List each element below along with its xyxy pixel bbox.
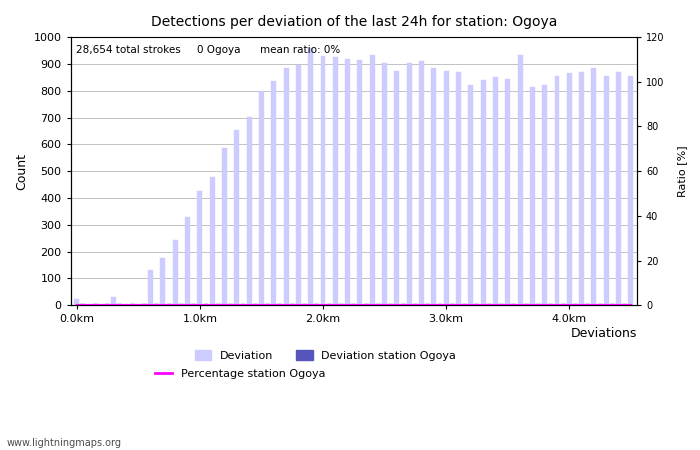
Bar: [382, 63, 387, 305]
Legend: Percentage station Ogoya: Percentage station Ogoya: [151, 364, 330, 383]
Bar: [210, 176, 215, 305]
Text: 28,654 total strokes     0 Ogoya      mean ratio: 0%: 28,654 total strokes 0 Ogoya mean ratio:…: [76, 45, 340, 55]
Bar: [345, 58, 350, 305]
Bar: [524, 304, 528, 305]
Bar: [499, 304, 504, 305]
Bar: [413, 304, 418, 305]
Bar: [173, 239, 178, 305]
Bar: [185, 217, 190, 305]
Bar: [585, 304, 590, 305]
Bar: [111, 297, 116, 305]
Bar: [548, 304, 553, 305]
Bar: [481, 80, 486, 305]
Bar: [629, 76, 634, 305]
Bar: [284, 68, 288, 305]
Bar: [277, 304, 282, 305]
Bar: [512, 304, 517, 305]
Bar: [444, 71, 449, 305]
Bar: [554, 76, 559, 305]
Y-axis label: Count: Count: [15, 153, 28, 190]
Bar: [493, 77, 498, 305]
Bar: [604, 76, 609, 305]
Bar: [351, 304, 356, 305]
Bar: [407, 63, 412, 305]
Bar: [265, 304, 270, 305]
Bar: [327, 304, 332, 305]
Bar: [80, 304, 85, 305]
Bar: [536, 304, 541, 305]
Bar: [579, 72, 584, 305]
Bar: [222, 148, 227, 305]
Bar: [376, 304, 381, 305]
Title: Detections per deviation of the last 24h for station: Ogoya: Detections per deviation of the last 24h…: [150, 15, 557, 29]
Bar: [400, 304, 405, 305]
Bar: [364, 304, 369, 305]
Bar: [197, 191, 202, 305]
Bar: [105, 304, 110, 305]
Bar: [542, 86, 547, 305]
Bar: [136, 304, 141, 305]
Bar: [561, 304, 566, 305]
Bar: [321, 56, 326, 305]
Bar: [610, 304, 615, 305]
Bar: [419, 61, 424, 305]
Bar: [462, 304, 467, 305]
Bar: [431, 68, 436, 305]
Bar: [259, 91, 264, 305]
Bar: [241, 304, 246, 305]
Bar: [486, 304, 491, 305]
Bar: [160, 258, 165, 305]
Bar: [167, 304, 172, 305]
Bar: [74, 298, 79, 305]
Bar: [394, 71, 400, 305]
Bar: [290, 304, 295, 305]
Bar: [475, 304, 480, 305]
Bar: [573, 304, 578, 305]
Bar: [530, 87, 535, 305]
Bar: [142, 304, 147, 305]
Bar: [179, 304, 184, 305]
Bar: [204, 304, 209, 305]
Bar: [622, 304, 627, 305]
Bar: [123, 304, 129, 305]
Bar: [191, 304, 196, 305]
Bar: [592, 68, 596, 305]
Bar: [517, 54, 522, 305]
Bar: [468, 86, 473, 305]
Bar: [567, 73, 572, 305]
Bar: [302, 304, 307, 305]
Bar: [370, 54, 374, 305]
Bar: [425, 304, 430, 305]
Bar: [314, 304, 319, 305]
Bar: [92, 304, 98, 305]
Bar: [358, 60, 363, 305]
Bar: [253, 304, 258, 305]
Bar: [333, 57, 338, 305]
Bar: [389, 304, 393, 305]
Bar: [234, 130, 239, 305]
Bar: [228, 304, 233, 305]
Bar: [148, 270, 153, 305]
Bar: [272, 81, 276, 305]
Bar: [130, 304, 134, 305]
Bar: [118, 304, 122, 305]
Bar: [505, 79, 510, 305]
Bar: [246, 117, 251, 305]
Bar: [154, 304, 159, 305]
Bar: [87, 304, 92, 305]
Bar: [216, 304, 220, 305]
Bar: [616, 72, 621, 305]
Text: www.lightningmaps.org: www.lightningmaps.org: [7, 437, 122, 447]
Bar: [99, 304, 104, 305]
Y-axis label: Ratio [%]: Ratio [%]: [677, 145, 687, 197]
Bar: [450, 304, 455, 305]
Bar: [308, 48, 313, 305]
Bar: [438, 304, 442, 305]
Bar: [598, 304, 603, 305]
Bar: [296, 65, 301, 305]
Bar: [456, 72, 461, 305]
X-axis label: Deviations: Deviations: [570, 327, 637, 340]
Bar: [339, 304, 344, 305]
